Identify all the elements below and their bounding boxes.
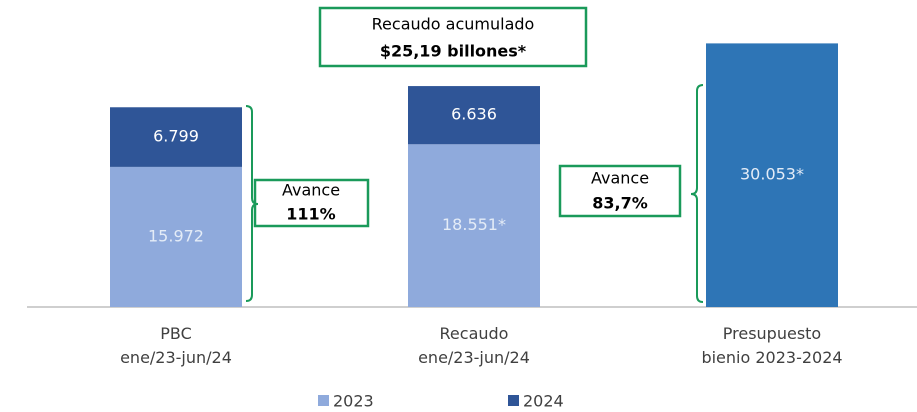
bar-segment [408,144,540,307]
data-label: 15.972 [148,226,204,245]
bar-segment [110,166,242,307]
bar-segment [706,43,838,307]
annotation-box [558,164,682,218]
legend-swatch [508,395,519,406]
annotation: 111% [286,205,335,224]
annotation: Avance [282,181,340,200]
x-tick-label: PBC ene/23-jun/24 [120,324,232,367]
bar-segment [110,107,242,167]
data-label: 18.551* [442,215,506,234]
annotation: $25,19 billones* [380,42,527,61]
legend-swatch [318,395,329,406]
data-label: 6.636 [451,105,497,124]
annotation: Avance [591,169,649,188]
x-tick-label: Recaudo ene/23-jun/24 [418,324,530,367]
legend-label: 2024 [523,392,564,411]
annotation: Recaudo acumulado [372,15,535,34]
bar-segment [408,86,540,145]
bracket [690,84,704,303]
annotation: 83,7% [592,194,648,213]
data-label: 6.799 [153,127,199,146]
bracket [245,105,259,302]
legend-label: 2023 [333,392,374,411]
data-label: 30.053* [740,165,804,184]
annotation-box [318,6,588,68]
x-tick-label: Presupuesto bienio 2023-2024 [701,324,843,367]
